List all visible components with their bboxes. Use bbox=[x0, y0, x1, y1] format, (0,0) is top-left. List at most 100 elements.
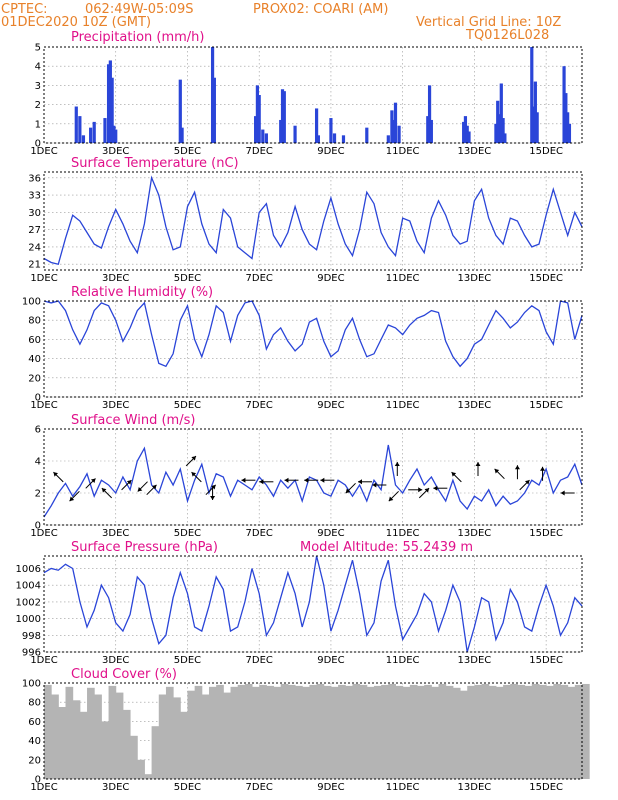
precip-bar bbox=[365, 127, 369, 143]
rh-ytick-label: 20 bbox=[28, 373, 41, 384]
precip-xtick-label: 7DEC bbox=[246, 146, 273, 157]
wind-ytick-label: 0 bbox=[35, 521, 41, 532]
wind-arrow bbox=[101, 487, 113, 499]
precip-plot-frame bbox=[43, 46, 583, 144]
precip-bar bbox=[499, 83, 503, 143]
pressure-xtick-label: 15DEC bbox=[529, 655, 563, 666]
cloud-cover-bar bbox=[201, 694, 210, 779]
cloud-cover-bar bbox=[323, 685, 332, 779]
panels: 0 1 2 3 4 5 1DEC 3DEC 5DEC 7DEC 9DEC 11DEC 13DEC 15DE… bbox=[16, 43, 590, 793]
precip-bar bbox=[114, 129, 118, 143]
cloud-cover-bar bbox=[582, 683, 590, 779]
cloud-cover-bar bbox=[259, 684, 267, 779]
precip-xtick-label: 5DEC bbox=[174, 146, 201, 157]
wind-arrow bbox=[121, 479, 132, 491]
precip-bar bbox=[531, 106, 536, 143]
cloud-cover-bar bbox=[101, 721, 110, 779]
precip-bar bbox=[316, 135, 320, 143]
cloud-cover-bar bbox=[503, 684, 511, 779]
cloud-cover-bar bbox=[295, 685, 303, 779]
precip-bar bbox=[81, 135, 86, 143]
rh-ytick-label: 40 bbox=[28, 354, 41, 365]
header-grid-note: Vertical Grid Line: 10Z bbox=[416, 15, 561, 30]
precip-ytick-label: 0 bbox=[35, 139, 41, 150]
cloud-xtick-label: 11DEC bbox=[386, 782, 420, 793]
cloud-cover-bar bbox=[51, 694, 59, 779]
temp-xtick-label: 5DEC bbox=[174, 273, 201, 284]
cloud-cover-bar bbox=[402, 686, 411, 779]
precip-bar bbox=[397, 125, 401, 143]
wind-xtick-label: 15DEC bbox=[529, 528, 563, 539]
cloud-cover-bar bbox=[187, 690, 196, 779]
cloud-cover-bar bbox=[531, 683, 540, 779]
precip-ytick-label: 4 bbox=[35, 62, 41, 73]
precip-bar bbox=[329, 118, 333, 143]
precip-bar bbox=[426, 116, 430, 143]
cloud-cover-bar bbox=[524, 685, 533, 779]
rh-title: Relative Humidity (%) bbox=[71, 285, 213, 300]
pressure-xtick-label: 9DEC bbox=[317, 655, 344, 666]
cloud-ytick-label: 80 bbox=[28, 698, 41, 709]
cloud-xtick-label: 15DEC bbox=[529, 782, 563, 793]
wind-plot-frame bbox=[43, 428, 583, 526]
cloud-xtick-label: 1DEC bbox=[30, 782, 57, 793]
cloud-cover-bar bbox=[115, 692, 124, 779]
cloud-cover-bar bbox=[553, 683, 561, 779]
cloud-cover-bar bbox=[72, 700, 81, 779]
cloud-cover-bar bbox=[546, 685, 554, 779]
cloud-cover-bar bbox=[108, 685, 117, 779]
wind-series-line bbox=[43, 444, 583, 518]
cloud-cover-bar bbox=[266, 685, 275, 779]
cloud-cover-bar bbox=[438, 683, 447, 779]
rh-ytick-label: 60 bbox=[28, 335, 41, 346]
cloud-cover-bar bbox=[481, 683, 490, 779]
rh-ytick-label: 100 bbox=[22, 297, 41, 308]
wind-arrow bbox=[514, 465, 520, 480]
wind-xtick-label: 13DEC bbox=[458, 528, 492, 539]
cloud-cover-bar bbox=[474, 684, 483, 779]
precip-bar bbox=[212, 77, 216, 143]
precip-bar bbox=[567, 123, 572, 143]
cloud-ytick-label: 40 bbox=[28, 736, 41, 747]
precip-bar bbox=[261, 129, 265, 143]
temp-ytick-label: 21 bbox=[28, 260, 41, 271]
cloud-cover-bar bbox=[338, 684, 346, 779]
precip-bar bbox=[89, 127, 93, 143]
cloud-cover-bar bbox=[330, 686, 339, 779]
precip-xtick-label: 9DEC bbox=[317, 146, 344, 157]
wind-arrow bbox=[53, 471, 64, 483]
rh-xtick-label: 11DEC bbox=[386, 400, 420, 411]
precip-xtick-label: 3DEC bbox=[102, 146, 129, 157]
wind-arrow bbox=[494, 468, 505, 480]
precip-bar bbox=[254, 116, 258, 143]
precip-bar bbox=[293, 125, 297, 143]
precip-bar bbox=[280, 89, 285, 143]
precip-bar bbox=[392, 119, 396, 143]
cloud-cover-bar bbox=[467, 685, 475, 779]
cloud-ytick-label: 100 bbox=[22, 679, 41, 690]
precip-ytick-label: 1 bbox=[35, 119, 41, 130]
wind-arrow bbox=[210, 486, 216, 500]
cloud-xtick-label: 7DEC bbox=[246, 782, 273, 793]
pressure-panel: 996 998 1000 1002 1004 1006 1DEC 3DEC 5DEC 7DEC 9D… bbox=[16, 555, 583, 666]
cloud-cover-bar bbox=[237, 684, 246, 779]
wind-arrow bbox=[408, 487, 423, 493]
cloud-cover-bar bbox=[137, 759, 145, 779]
wind-arrow bbox=[418, 487, 430, 499]
cloud-cover-bar bbox=[122, 709, 131, 779]
precip-xtick-label: 1DEC bbox=[30, 146, 57, 157]
wind-arrow bbox=[259, 479, 274, 485]
precip-bar bbox=[494, 123, 498, 143]
wind-ytick-label: 4 bbox=[35, 457, 41, 468]
wind-arrow bbox=[433, 485, 448, 491]
rh-xtick-label: 7DEC bbox=[246, 400, 273, 411]
rh-xtick-label: 13DEC bbox=[458, 400, 492, 411]
cloud-cover-bar bbox=[244, 683, 253, 779]
rh-ytick-label: 0 bbox=[35, 393, 41, 404]
pressure-title: Surface Pressure (hPa) bbox=[71, 540, 218, 555]
cloud-cover-bar bbox=[165, 686, 174, 779]
precip-bar bbox=[535, 112, 539, 143]
cloud-cover-bar bbox=[417, 685, 425, 779]
cloud-ytick-label: 20 bbox=[28, 755, 41, 766]
